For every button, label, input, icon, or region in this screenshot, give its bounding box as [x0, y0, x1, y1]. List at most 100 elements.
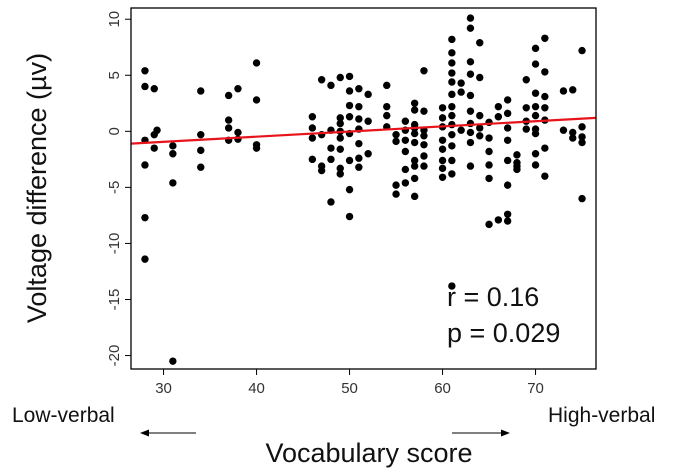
right-arrow	[452, 429, 510, 437]
data-point	[401, 117, 410, 125]
data-point	[336, 145, 344, 153]
data-point	[345, 185, 354, 194]
data-point	[448, 156, 456, 165]
data-point	[410, 156, 419, 165]
data-point	[355, 85, 363, 93]
data-point	[336, 170, 344, 178]
data-point	[401, 179, 410, 187]
data-point	[392, 190, 400, 198]
data-point	[141, 213, 149, 222]
data-point	[494, 102, 503, 111]
data-point	[438, 114, 447, 122]
data-point	[169, 357, 177, 365]
data-point	[466, 58, 475, 66]
data-point	[466, 138, 475, 147]
data-point	[364, 117, 372, 125]
data-point	[317, 76, 326, 84]
data-point	[410, 162, 419, 170]
data-point	[485, 147, 493, 156]
x-tick-label: 60	[434, 380, 451, 397]
data-point	[541, 92, 549, 101]
data-point	[448, 282, 456, 290]
data-point	[503, 181, 512, 189]
data-point	[336, 134, 344, 142]
data-point	[169, 150, 177, 158]
fit-layer	[130, 116, 597, 145]
data-point	[150, 85, 158, 93]
data-point	[466, 162, 475, 170]
data-point	[531, 89, 540, 97]
data-point	[345, 113, 354, 121]
data-point	[197, 146, 205, 155]
data-point	[485, 174, 493, 183]
data-point	[420, 67, 428, 75]
data-point	[410, 138, 419, 147]
data-point	[448, 102, 456, 111]
data-point	[457, 126, 465, 134]
data-point	[327, 198, 335, 206]
data-point	[476, 111, 484, 120]
data-point	[438, 136, 447, 144]
y-tick-label: 10	[106, 11, 123, 28]
data-point	[448, 90, 456, 99]
data-point	[438, 145, 447, 153]
data-point	[559, 87, 568, 95]
y-tick-label: -5	[106, 181, 123, 194]
data-point	[420, 132, 428, 140]
data-point	[308, 124, 317, 132]
data-point	[355, 115, 363, 123]
data-point	[392, 130, 400, 139]
data-point	[578, 46, 586, 55]
data-point	[336, 73, 344, 82]
data-point	[503, 210, 512, 218]
data-point	[224, 91, 233, 100]
data-point	[522, 125, 530, 133]
low-verbal-label: Low-verbal	[12, 404, 115, 427]
data-point	[485, 220, 493, 229]
data-point	[466, 24, 475, 32]
data-point	[485, 161, 493, 169]
data-point	[308, 134, 317, 142]
data-point	[578, 138, 586, 147]
data-point	[410, 129, 419, 138]
data-point	[308, 155, 317, 164]
data-point	[522, 76, 530, 84]
data-point	[317, 166, 326, 175]
data-point	[420, 107, 428, 115]
data-point	[383, 111, 391, 120]
data-point	[448, 78, 456, 86]
data-point	[541, 68, 549, 76]
data-point	[420, 162, 428, 170]
data-point	[234, 128, 242, 137]
x-tick-label: 50	[341, 380, 358, 397]
x-axis-title: Vocabulary score	[265, 438, 472, 468]
data-point	[569, 86, 577, 94]
data-point	[252, 59, 261, 67]
data-point	[531, 60, 540, 68]
data-point	[513, 151, 521, 159]
data-point	[494, 216, 503, 224]
data-point	[383, 81, 391, 90]
data-point	[541, 172, 549, 180]
data-point	[438, 156, 447, 165]
data-point	[503, 217, 512, 225]
y-tick-label: -15	[106, 289, 123, 311]
data-point	[503, 136, 512, 144]
data-point	[364, 150, 372, 158]
data-point	[401, 165, 410, 174]
regression-line	[130, 116, 597, 145]
data-point	[150, 144, 158, 152]
data-point	[522, 104, 530, 112]
data-point	[197, 130, 205, 139]
data-point	[410, 174, 419, 183]
data-point	[466, 128, 475, 137]
points-layer	[141, 14, 586, 365]
data-point	[448, 69, 456, 77]
data-point	[559, 126, 568, 134]
data-point	[197, 87, 205, 95]
data-point	[541, 144, 549, 152]
x-tick-label: 40	[248, 380, 265, 397]
data-point	[503, 124, 512, 132]
data-point	[420, 152, 428, 160]
data-point	[355, 163, 363, 171]
